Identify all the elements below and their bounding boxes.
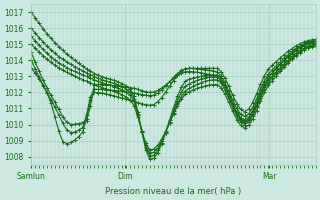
X-axis label: Pression niveau de la mer( hPa ): Pression niveau de la mer( hPa ) (105, 187, 242, 196)
